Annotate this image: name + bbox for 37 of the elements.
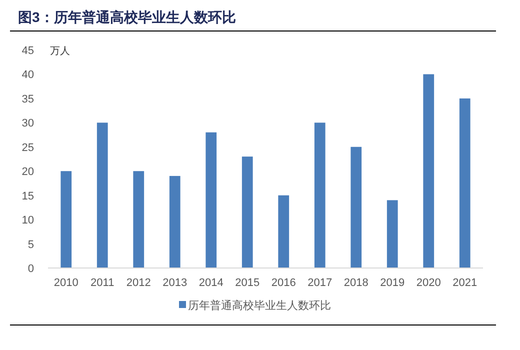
x-tick-label: 2018: [344, 277, 368, 289]
bar: [96, 122, 108, 268]
legend-label: 历年普通高校毕业生人数环比: [188, 299, 331, 312]
x-tick-label: 2014: [198, 277, 224, 289]
bar: [206, 132, 217, 268]
x-tick-label: 2010: [54, 277, 78, 289]
x-tick-label: 2020: [416, 277, 441, 289]
bar: [169, 176, 180, 268]
y-tick-label: 45: [22, 45, 34, 57]
bar: [133, 171, 144, 268]
bar: [278, 195, 290, 268]
y-axis-title: 万人: [50, 46, 70, 57]
y-tick-label: 30: [22, 118, 34, 130]
x-tick-label: 2013: [162, 277, 188, 289]
x-tick-label: 2017: [308, 277, 332, 289]
x-tick-label: 2015: [235, 277, 260, 289]
x-tick-label: 2021: [452, 277, 478, 289]
chart-title: 图3：历年普通高校毕业生人数环比: [18, 9, 236, 25]
bar: [459, 98, 470, 268]
y-tick-label: 10: [22, 214, 34, 227]
y-tick-label: 5: [28, 238, 34, 251]
x-tick-label: 2019: [380, 277, 405, 289]
bar: [242, 156, 253, 268]
bar: [423, 74, 434, 268]
bar: [60, 171, 72, 268]
y-tick-label: 40: [22, 69, 34, 82]
y-tick-label: 0: [28, 263, 34, 275]
y-tick-label: 20: [22, 166, 34, 178]
x-tick-label: 2016: [271, 277, 296, 289]
y-tick-label: 25: [22, 142, 34, 154]
y-tick-label: 15: [22, 190, 34, 202]
x-tick-label: 2012: [126, 277, 151, 289]
bar: [386, 200, 398, 268]
x-tick-label: 2011: [90, 277, 114, 289]
bar: [350, 146, 362, 268]
bar: [314, 122, 326, 268]
y-tick-label: 35: [22, 93, 34, 106]
